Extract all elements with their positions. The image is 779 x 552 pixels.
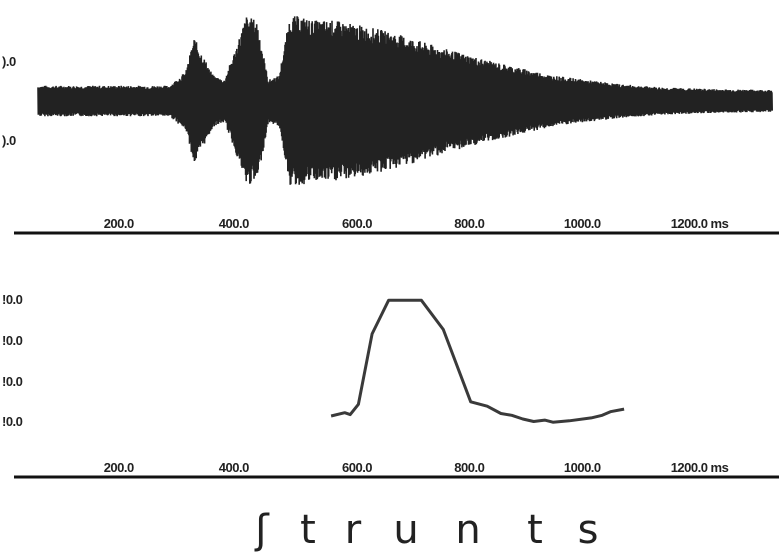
x-tick-label: 800.0 <box>454 216 484 231</box>
pitch-y-tick: !0.0 <box>2 414 23 429</box>
pitch-y-tick: !0.0 <box>2 374 23 389</box>
pitch-x-ticks: 200.0 400.0 600.0 800.0 1000.0 1200.0 ms <box>104 460 729 475</box>
waveform-y-tick: ).0 <box>2 133 16 148</box>
phonetic-symbol: n <box>455 507 480 552</box>
phonetic-symbol: ʃ <box>254 507 270 552</box>
phonetic-symbol: t <box>300 507 316 552</box>
pitch-panel: !0.0 !0.0 !0.0 !0.0 200.0 400.0 600.0 800.0… <box>2 292 779 479</box>
pitch-y-tick: !0.0 <box>2 333 23 348</box>
waveform-y-ticks: ).0 ).0 <box>2 54 16 148</box>
x-tick-label: 800.0 <box>454 460 484 475</box>
x-tick-label: 1000.0 <box>564 460 601 475</box>
pitch-y-tick: !0.0 <box>2 292 23 307</box>
pitch-y-ticks: !0.0 !0.0 !0.0 !0.0 <box>2 292 23 429</box>
waveform-y-tick: ).0 <box>2 54 16 69</box>
phonetic-symbol: s <box>578 507 599 552</box>
x-tick-label: 600.0 <box>342 216 372 231</box>
waveform-trace <box>37 16 773 185</box>
phonetic-symbol: t <box>527 507 543 552</box>
waveform-panel: ).0 ).0 200.0 400.0 600.0 800.0 1000.0 1200.0… <box>2 16 779 235</box>
x-tick-label: 1000.0 <box>564 216 601 231</box>
x-tick-label: 1200.0 ms <box>671 460 729 475</box>
x-tick-label: 200.0 <box>104 460 134 475</box>
pitch-marks <box>330 298 625 424</box>
x-tick-label: 200.0 <box>104 216 134 231</box>
phonetic-symbol: u <box>393 507 418 552</box>
x-tick-label: 1200.0 ms <box>671 216 729 231</box>
x-tick-label: 600.0 <box>342 460 372 475</box>
x-tick-label: 400.0 <box>219 460 249 475</box>
phonetic-symbol: r <box>345 507 362 552</box>
waveform-x-ticks: 200.0 400.0 600.0 800.0 1000.0 1200.0 ms <box>104 216 729 231</box>
pitch-contour-line <box>330 298 625 424</box>
x-tick-label: 400.0 <box>219 216 249 231</box>
waveform-marks <box>37 16 773 185</box>
